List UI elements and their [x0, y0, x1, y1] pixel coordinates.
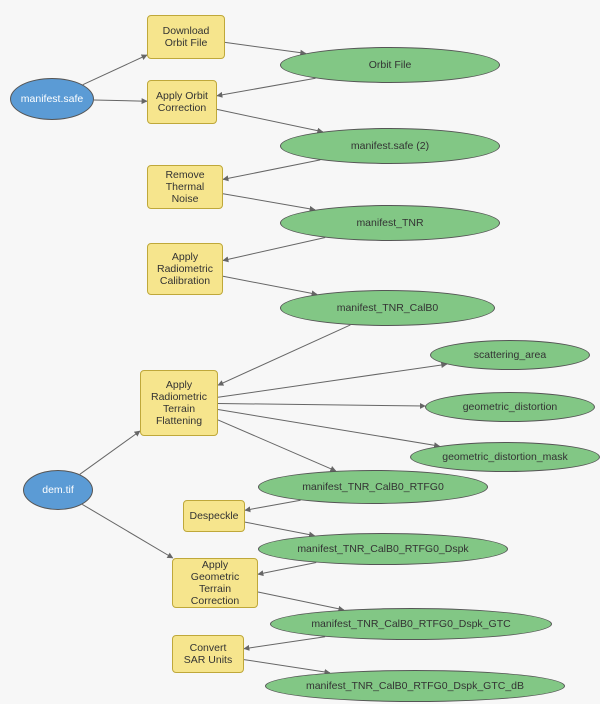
edge-manifest_safe-to-apply_orbit	[94, 100, 147, 101]
node-out_scattering: scattering_area	[430, 340, 590, 370]
node-label: Apply Radiometric Calibration	[154, 251, 216, 287]
edge-out_rtfg0-to-despeckle	[245, 500, 301, 510]
node-convert_sar: Convert SAR Units	[172, 635, 244, 673]
node-out_final_db: manifest_TNR_CalB0_RTFG0_Dspk_GTC_dB	[265, 670, 565, 702]
edge-apply_rtf-to-out_geom_dist	[218, 404, 425, 407]
node-apply_orbit: Apply Orbit Correction	[147, 80, 217, 124]
node-manifest_safe: manifest.safe	[10, 78, 94, 120]
node-out_geom_dist: geometric_distortion	[425, 392, 595, 422]
node-apply_radcal: Apply Radiometric Calibration	[147, 243, 223, 295]
node-dem_tif: dem.tif	[23, 470, 93, 510]
edge-dem_tif-to-apply_gtc	[82, 504, 173, 558]
edge-download_orbit-to-out_orbit_file	[225, 42, 306, 53]
node-label: Convert SAR Units	[179, 642, 237, 666]
node-label: Download Orbit File	[154, 25, 218, 49]
node-label: manifest.safe (2)	[351, 140, 429, 152]
node-label: manifest_TNR_CalB0_RTFG0	[302, 481, 444, 493]
node-label: manifest_TNR_CalB0	[337, 302, 439, 314]
edge-manifest_safe-to-download_orbit	[83, 55, 147, 85]
node-label: Remove Thermal Noise	[154, 169, 216, 205]
node-out_manifest_calb0: manifest_TNR_CalB0	[280, 290, 495, 326]
node-label: dem.tif	[42, 484, 74, 496]
edge-out_manifest_tnr-to-apply_radcal	[223, 238, 325, 261]
node-label: manifest.safe	[21, 93, 83, 105]
node-remove_tnr: Remove Thermal Noise	[147, 165, 223, 209]
node-label: Despeckle	[189, 510, 238, 522]
edge-apply_rtf-to-out_geom_mask	[218, 410, 440, 447]
diagram-canvas: manifest.safe dem.tif Download Orbit File A…	[0, 0, 600, 704]
edge-out_rtfg0_dspk-to-apply_gtc	[258, 563, 316, 575]
node-label: Apply Orbit Correction	[154, 90, 210, 114]
edge-apply_gtc-to-out_rtfg0_dspk_gtc	[258, 592, 344, 610]
node-out_rtfg0_dspk_gtc: manifest_TNR_CalB0_RTFG0_Dspk_GTC	[270, 608, 552, 640]
edge-despeckle-to-out_rtfg0_dspk	[245, 522, 315, 536]
node-out_geom_mask: geometric_distortion_mask	[410, 442, 600, 472]
node-label: Apply Geometric Terrain Correction	[179, 559, 251, 607]
edge-remove_tnr-to-out_manifest_tnr	[223, 194, 315, 210]
edge-apply_rtf-to-out_scattering	[218, 364, 447, 397]
edge-out_manifest_safe2-to-remove_tnr	[223, 160, 320, 180]
node-label: Orbit File	[369, 59, 412, 71]
node-out_manifest_safe2: manifest.safe (2)	[280, 128, 500, 164]
edge-dem_tif-to-apply_rtf	[80, 431, 140, 474]
edge-apply_rtf-to-out_rtfg0	[218, 420, 336, 471]
node-label: manifest_TNR_CalB0_RTFG0_Dspk_GTC	[311, 618, 510, 630]
node-download_orbit: Download Orbit File	[147, 15, 225, 59]
edge-apply_orbit-to-out_manifest_safe2	[217, 109, 323, 131]
node-label: geometric_distortion_mask	[442, 451, 567, 463]
edge-convert_sar-to-out_final_db	[244, 660, 330, 673]
node-out_orbit_file: Orbit File	[280, 47, 500, 83]
edge-out_orbit_file-to-apply_orbit	[217, 78, 316, 96]
node-label: manifest_TNR	[356, 217, 423, 229]
node-label: scattering_area	[474, 349, 546, 361]
edge-out_rtfg0_dspk_gtc-to-convert_sar	[244, 637, 325, 649]
node-out_manifest_tnr: manifest_TNR	[280, 205, 500, 241]
node-label: geometric_distortion	[463, 401, 558, 413]
edge-apply_radcal-to-out_manifest_calb0	[223, 276, 317, 294]
node-out_rtfg0: manifest_TNR_CalB0_RTFG0	[258, 470, 488, 504]
node-apply_gtc: Apply Geometric Terrain Correction	[172, 558, 258, 608]
node-despeckle: Despeckle	[183, 500, 245, 532]
node-label: manifest_TNR_CalB0_RTFG0_Dspk	[297, 543, 468, 555]
node-label: manifest_TNR_CalB0_RTFG0_Dspk_GTC_dB	[306, 680, 524, 692]
node-label: Apply Radiometric Terrain Flattening	[147, 379, 211, 427]
edge-out_manifest_calb0-to-apply_rtf	[218, 325, 350, 385]
node-apply_rtf: Apply Radiometric Terrain Flattening	[140, 370, 218, 436]
node-out_rtfg0_dspk: manifest_TNR_CalB0_RTFG0_Dspk	[258, 533, 508, 565]
